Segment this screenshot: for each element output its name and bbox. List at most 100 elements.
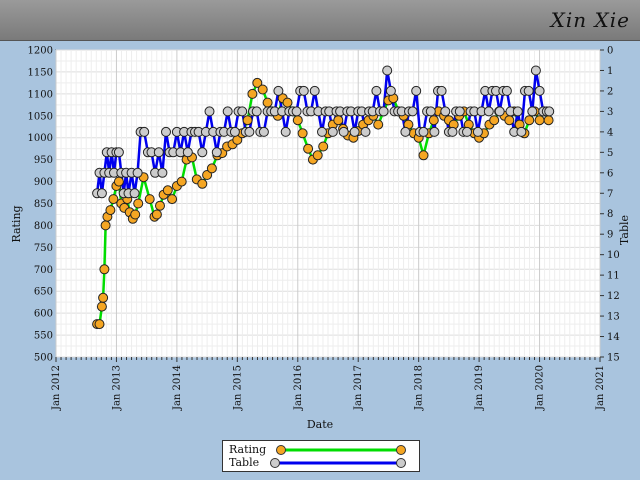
y2-axis-label: Table <box>618 215 631 245</box>
data-point-rating <box>504 115 515 126</box>
x-tick-label: Jan 2016 <box>293 365 304 411</box>
data-point-table <box>258 126 269 137</box>
data-point-table <box>113 147 124 158</box>
y-tick-label: 600 <box>34 309 53 320</box>
y2-tick-label: 10 <box>607 250 620 261</box>
legend-marker-rating-end <box>396 445 406 455</box>
data-point-rating <box>247 88 258 99</box>
data-point-table <box>222 106 233 117</box>
data-point-rating <box>543 115 554 126</box>
y-tick-label: 1100 <box>28 89 53 100</box>
data-point-rating <box>297 128 308 139</box>
data-point-table <box>161 126 171 137</box>
data-point-rating <box>176 176 187 187</box>
legend-swatches <box>270 445 406 468</box>
data-point-rating <box>333 115 344 126</box>
x-tick-label: Jan 2015 <box>232 365 243 411</box>
y2-tick-label: 8 <box>607 209 613 220</box>
data-point-table <box>512 106 523 117</box>
y2-tick-label: 7 <box>607 189 613 200</box>
data-point-table <box>229 126 240 137</box>
data-point-table <box>411 85 422 96</box>
data-point-table <box>418 126 429 137</box>
y-tick-label: 750 <box>34 243 53 254</box>
data-point-rating <box>242 115 253 126</box>
data-point-rating <box>151 209 162 220</box>
data-point-table <box>251 106 262 117</box>
data-point-table <box>317 126 327 137</box>
data-point-table <box>349 126 360 137</box>
data-point-rating <box>133 198 144 209</box>
data-point-rating <box>524 115 535 126</box>
data-point-table <box>429 126 440 137</box>
data-point-table <box>523 85 534 96</box>
data-point-table <box>204 106 215 117</box>
x-tick-label: Jan 2021 <box>595 365 606 411</box>
x-tick-label: Jan 2017 <box>353 365 364 411</box>
player-name: Xin Xie <box>550 8 630 32</box>
data-point-rating <box>96 301 107 312</box>
data-point-table <box>298 85 309 96</box>
y-tick-label: 700 <box>34 265 53 276</box>
data-point-rating <box>94 319 105 330</box>
data-point-rating <box>303 143 314 154</box>
data-point-table <box>454 106 465 117</box>
y2-tick-label: 15 <box>607 353 620 364</box>
data-point-rating <box>155 200 165 211</box>
data-point-table <box>516 126 527 137</box>
y-tick-label: 800 <box>34 221 53 232</box>
legend: Rating Table <box>222 440 420 472</box>
data-point-table <box>483 106 494 117</box>
data-point-table <box>197 147 208 158</box>
x-tick-label: Jan 2013 <box>111 365 122 411</box>
data-point-rating <box>167 194 178 205</box>
data-point-table <box>280 126 291 137</box>
y-tick-label: 550 <box>34 331 53 342</box>
data-point-table <box>360 126 371 137</box>
data-point-rating <box>292 115 303 126</box>
data-point-rating <box>312 150 323 161</box>
y2-tick-label: 3 <box>607 107 613 118</box>
data-point-table <box>501 85 512 96</box>
y2-tick-label: 11 <box>607 271 620 282</box>
data-point-table <box>494 106 505 117</box>
x-tick-label: Jan 2019 <box>474 365 485 411</box>
data-point-table <box>211 147 222 158</box>
data-point-table <box>472 126 483 137</box>
data-point-table <box>425 106 436 117</box>
legend-marker-table-start <box>270 458 280 468</box>
x-tick-label: Jan 2020 <box>535 365 546 411</box>
data-point-table <box>462 126 472 137</box>
data-point-table <box>132 167 143 178</box>
y2-tick-label: 5 <box>607 148 613 159</box>
data-point-table <box>182 147 193 158</box>
data-point-table <box>385 85 396 96</box>
legend-entry-rating: Rating <box>229 443 267 456</box>
data-point-table <box>309 85 320 96</box>
x-tick-label: Jan 2018 <box>414 365 425 411</box>
data-point-rating <box>100 220 111 231</box>
data-point-table <box>544 106 555 117</box>
y-tick-label: 850 <box>34 199 53 210</box>
data-point-table <box>96 188 107 199</box>
y2-tick-label: 12 <box>607 291 620 302</box>
data-point-rating <box>162 185 173 196</box>
data-point-rating <box>428 115 439 126</box>
data-point-table <box>371 85 382 96</box>
data-point-table <box>534 85 545 96</box>
data-point-table <box>447 126 458 137</box>
x-tick-label: Jan 2014 <box>172 365 183 411</box>
data-point-rating <box>318 141 329 152</box>
data-point-table <box>153 147 164 158</box>
data-point-rating <box>534 115 545 126</box>
data-point-rating <box>206 163 217 174</box>
data-point-rating <box>418 150 429 161</box>
data-point-table <box>291 106 302 117</box>
data-point-rating <box>282 97 293 108</box>
data-point-table <box>237 106 248 117</box>
legend-entry-table: Table <box>229 456 260 469</box>
x-axis-label: Date <box>307 418 333 431</box>
y2-tick-label: 14 <box>607 332 620 343</box>
y-tick-label: 500 <box>34 353 53 364</box>
data-point-rating <box>108 194 119 205</box>
